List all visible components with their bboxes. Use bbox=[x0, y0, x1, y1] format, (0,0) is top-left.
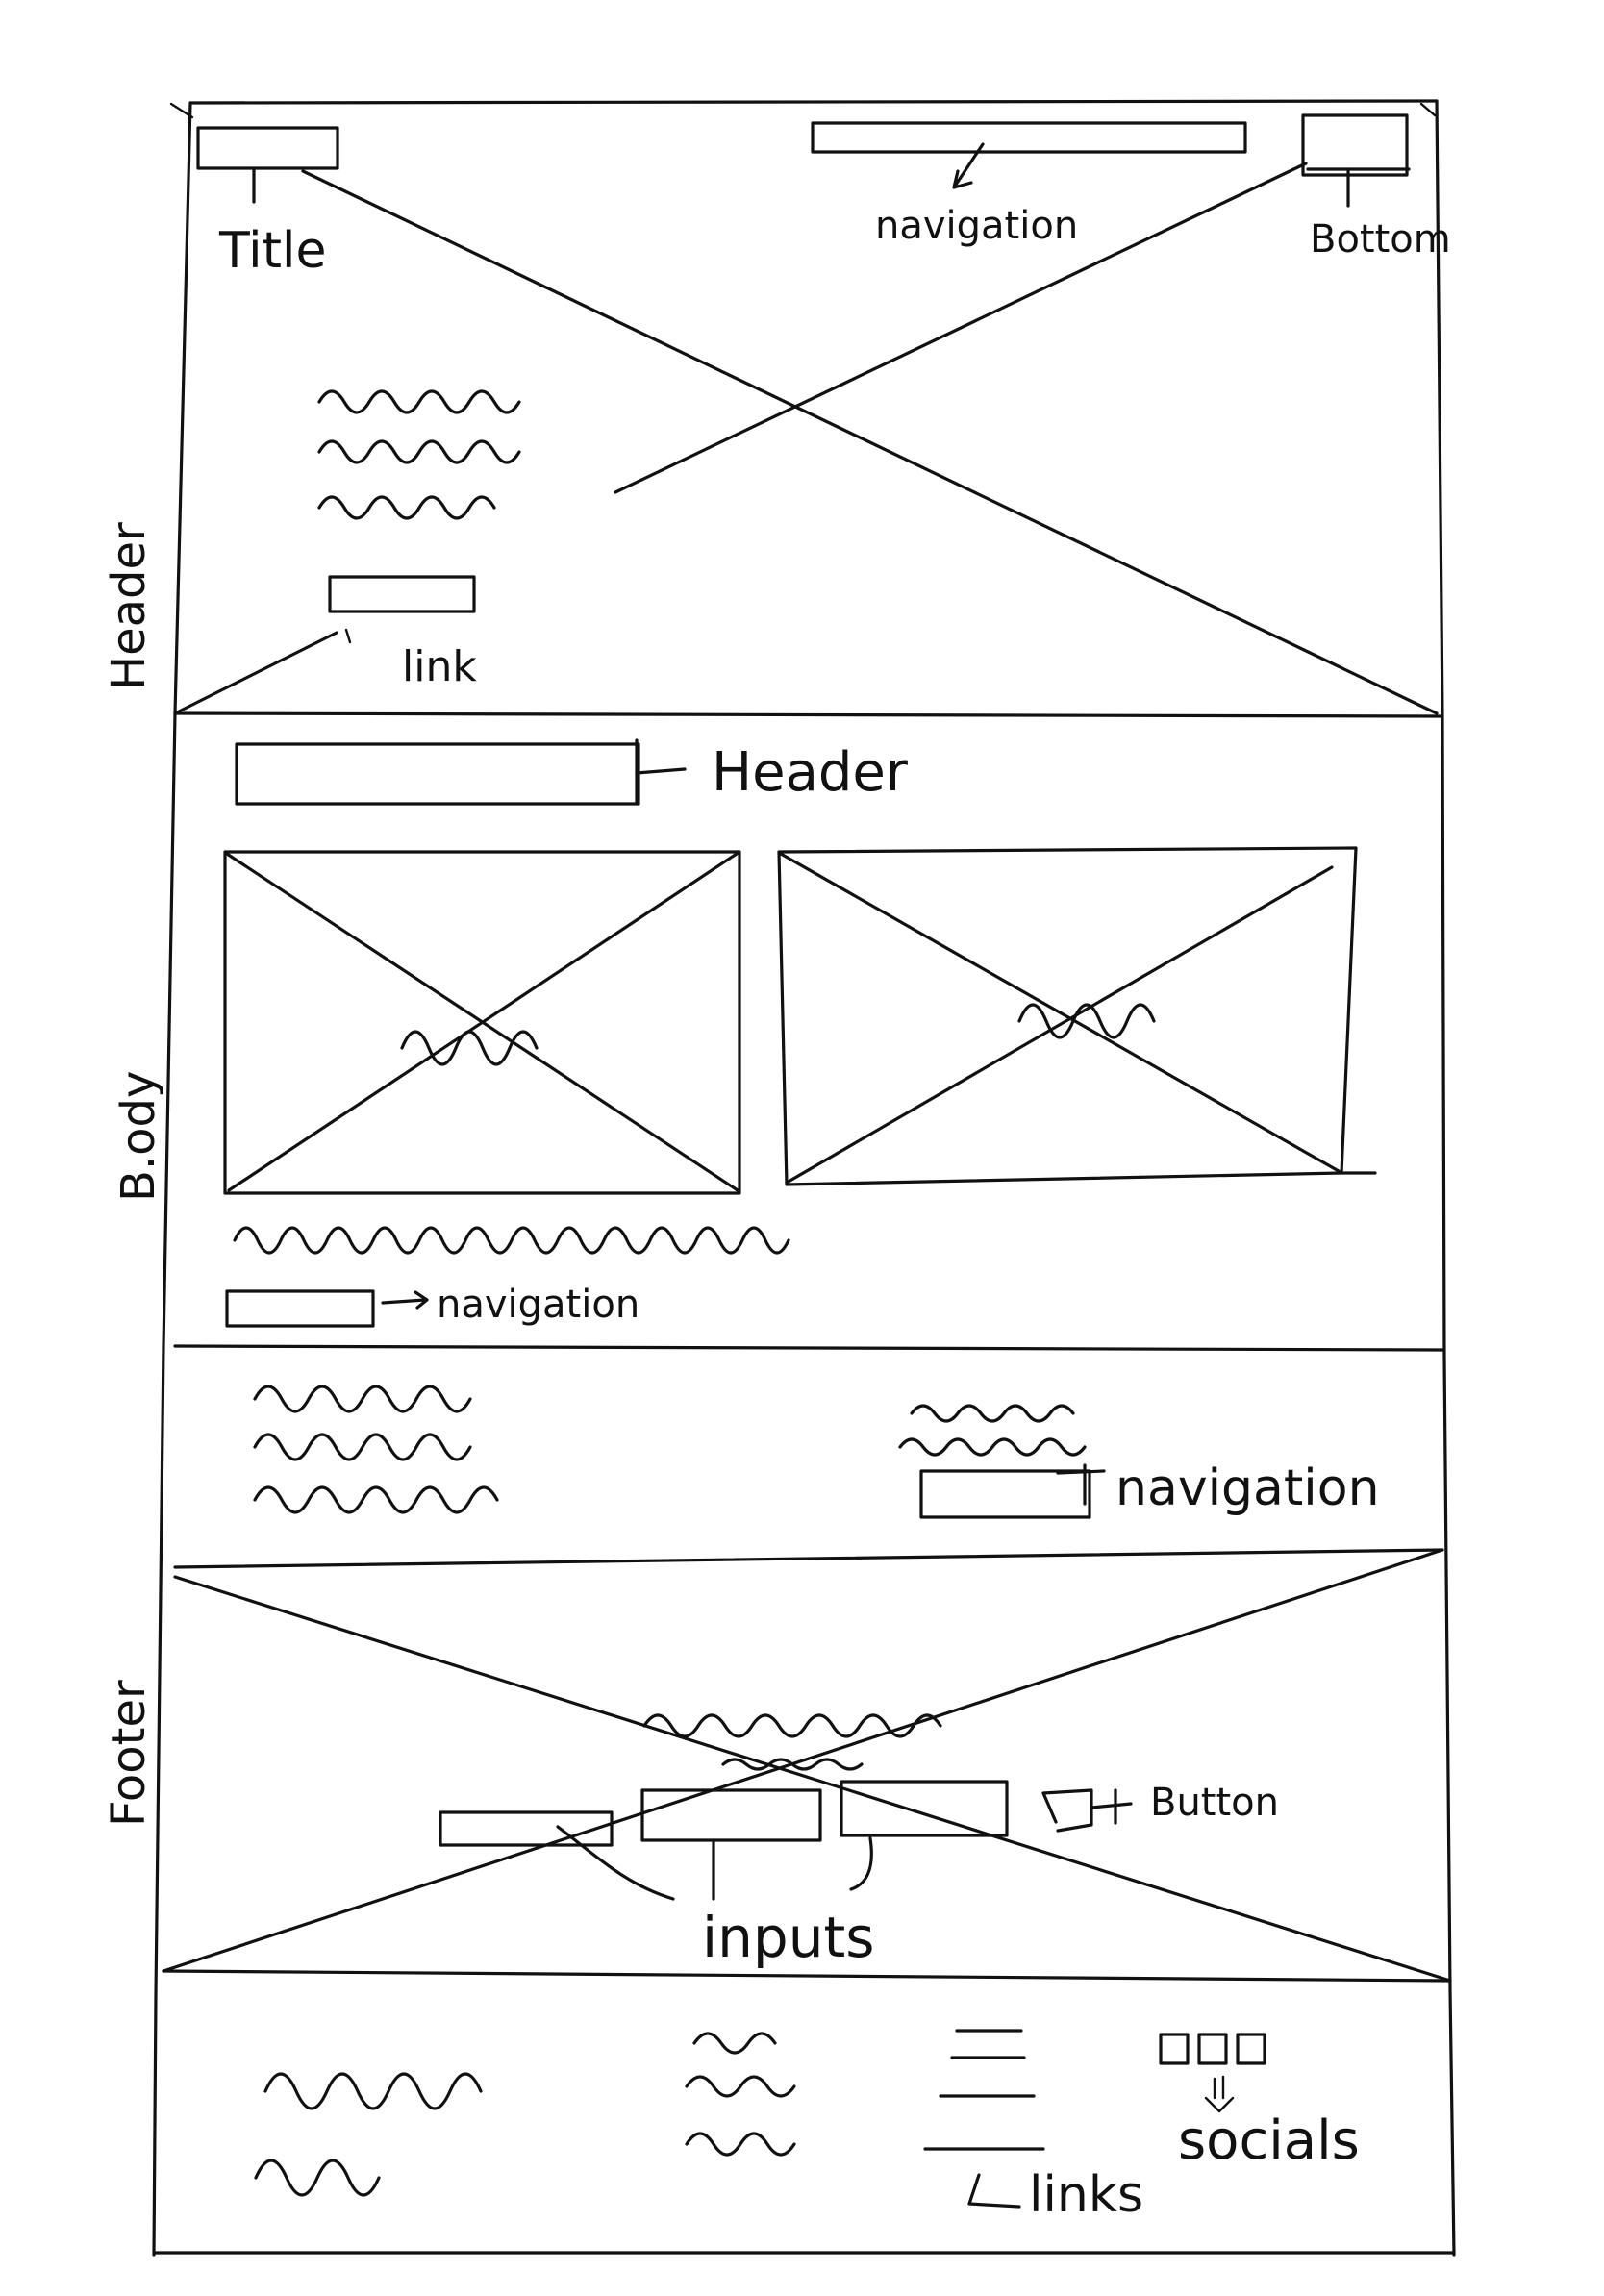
bottom-annotation: Bottom bbox=[1310, 217, 1451, 262]
middle-text-line-1 bbox=[253, 1385, 472, 1413]
body-section-label: B.ody bbox=[112, 1071, 165, 1202]
header-text-line-1 bbox=[317, 389, 521, 414]
right-image-caption-squiggle bbox=[1017, 1003, 1156, 1039]
top-navigation-bar[interactable] bbox=[811, 121, 1247, 154]
header-cross-line-2 bbox=[614, 162, 1308, 494]
body-divider bbox=[173, 1344, 1444, 1352]
footer-cross-line-2 bbox=[162, 1548, 1444, 1973]
image-placeholder-left bbox=[223, 850, 741, 1195]
links-annotation: links bbox=[1029, 2166, 1143, 2224]
header-cross-line-1 bbox=[301, 169, 1439, 715]
social-icon-2[interactable] bbox=[1197, 2033, 1228, 2065]
inputs-annotation: inputs bbox=[702, 1905, 874, 1970]
header-text-line-2 bbox=[317, 439, 521, 464]
middle-right-text-line-1 bbox=[910, 1404, 1075, 1423]
footer-input-3[interactable] bbox=[840, 1780, 1009, 1837]
middle-text-line-3 bbox=[253, 1485, 499, 1514]
middle-divider bbox=[173, 1548, 1444, 1569]
body-header-box bbox=[235, 742, 640, 806]
footer-section: Button inputs Footer bbox=[102, 1548, 1452, 1983]
middle-section: navigation bbox=[173, 1385, 1444, 1569]
left-image-caption-squiggle bbox=[400, 1030, 539, 1066]
body-navigation-annotation: navigation bbox=[437, 1283, 639, 1327]
footer-text-line-1 bbox=[642, 1713, 942, 1738]
middle-navigation-box[interactable] bbox=[919, 1469, 1091, 1519]
bottom-text-line-1 bbox=[263, 2072, 483, 2110]
body-paragraph-squiggle bbox=[233, 1226, 790, 1255]
middle-right-text-line-2 bbox=[898, 1437, 1087, 1457]
footer-text-line-2 bbox=[721, 1758, 864, 1771]
body-navigation-box[interactable] bbox=[225, 1289, 375, 1328]
middle-text-line-2 bbox=[253, 1433, 472, 1461]
link-annotation: link bbox=[402, 642, 477, 691]
footer-input-1[interactable] bbox=[439, 1810, 614, 1847]
navigation-top-annotation: navigation bbox=[875, 204, 1078, 248]
bottom-mid-text-1 bbox=[692, 2032, 777, 2055]
footer-input-2[interactable] bbox=[640, 1788, 822, 1842]
button-annotation: Button bbox=[1150, 1781, 1279, 1825]
header-section: Title navigation Bottom link Header bbox=[102, 113, 1451, 718]
social-icon-3[interactable] bbox=[1236, 2033, 1266, 2065]
bottom-mid-text-2 bbox=[685, 2075, 796, 2098]
header-text-line-3 bbox=[317, 495, 496, 520]
header-cross-line-3 bbox=[173, 631, 338, 715]
middle-navigation-annotation: navigation bbox=[1115, 1460, 1380, 1517]
page-frame bbox=[152, 99, 1456, 2257]
footer-section-label: Footer bbox=[102, 1680, 156, 1827]
footer-cross-line-1 bbox=[173, 1575, 1452, 1983]
header-divider bbox=[173, 711, 1444, 718]
social-icon-1[interactable] bbox=[1159, 2033, 1190, 2065]
title-annotation: Title bbox=[218, 222, 326, 280]
footer-button-shape[interactable] bbox=[1041, 1788, 1093, 1833]
bottom-text-line-2 bbox=[254, 2159, 381, 2197]
footer-divider bbox=[162, 1969, 1452, 1983]
body-section: Header navigation B.ody bbox=[112, 738, 1444, 1352]
title-placeholder bbox=[196, 126, 339, 170]
bottom-section: links socials bbox=[254, 2029, 1360, 2224]
bottom-mid-text-3 bbox=[685, 2132, 796, 2157]
socials-annotation: socials bbox=[1178, 2109, 1360, 2172]
image-placeholder-right bbox=[777, 846, 1377, 1186]
header-link-box[interactable] bbox=[328, 575, 476, 613]
body-header-annotation: Header bbox=[712, 741, 909, 804]
top-bottom-box[interactable] bbox=[1301, 113, 1409, 177]
header-section-label: Header bbox=[102, 522, 156, 690]
